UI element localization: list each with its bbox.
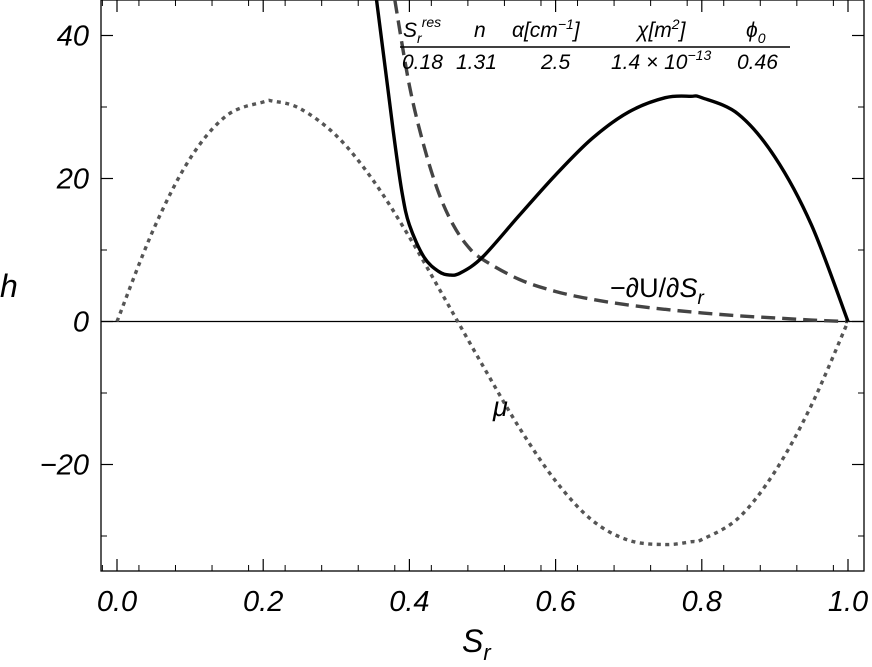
y-tick-label: 0 [73, 307, 89, 339]
y-tick-label: 20 [56, 164, 89, 196]
param-value-n: 1.31 [456, 51, 497, 74]
y-tick-label: 40 [57, 21, 89, 53]
series-label-dU: −∂U/∂Sr [610, 273, 704, 309]
param-value-phi: 0.46 [737, 51, 778, 74]
parameter-table: Srres n α[cm−1] χ[m2] ϕ0 0.18 1.31 2.5 1… [400, 14, 790, 74]
x-tick-label: 0.4 [389, 586, 429, 618]
x-tick-label: 0.0 [97, 586, 137, 618]
param-header-n: n [474, 19, 486, 42]
curve-group [115, 0, 850, 547]
param-value-chi: 1.4 × 10−13 [611, 47, 711, 74]
y-axis-label: h [0, 268, 18, 304]
plot-frame [100, 0, 865, 572]
x-tick-label: 0.6 [535, 586, 576, 618]
x-tick-label: 1.0 [828, 586, 868, 618]
param-header-alpha: α[cm−1] [512, 16, 581, 42]
param-value-sres: 0.18 [402, 51, 443, 74]
series-label-mu: μ [492, 392, 508, 422]
param-header-sres: Srres [403, 14, 441, 46]
tick-group: 0.0 0.2 0.4 0.6 0.8 1.0 40 20 0 −20 [40, 0, 868, 618]
y-tick-label: −20 [40, 450, 89, 482]
series-line-dU [393, 0, 849, 324]
x-tick-label: 0.8 [682, 586, 722, 618]
x-axis-label: Sr [462, 623, 492, 665]
param-header-phi: ϕ0 [746, 19, 766, 46]
param-value-alpha: 2.5 [540, 51, 571, 74]
series-line-mu [115, 98, 850, 547]
param-header-chi: χ[m2] [635, 16, 687, 42]
x-tick-label: 0.2 [243, 586, 283, 618]
series-line-h [374, 0, 850, 323]
